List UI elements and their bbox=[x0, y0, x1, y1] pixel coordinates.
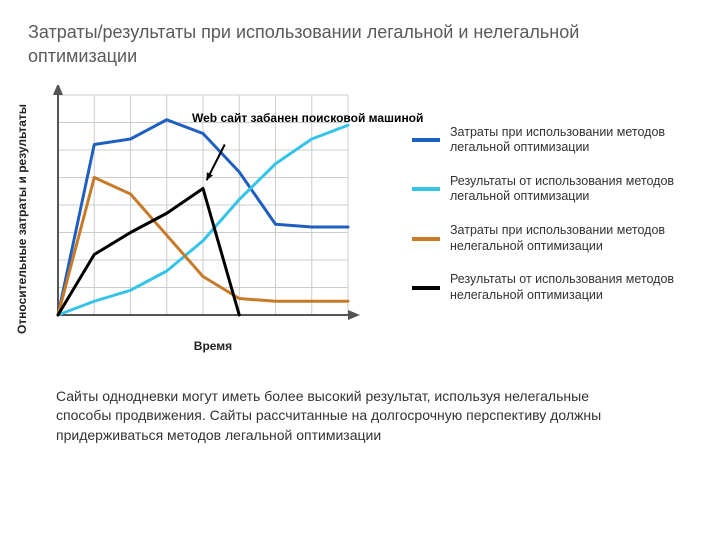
legend-item: Затраты при использовании методов нелега… bbox=[412, 223, 692, 254]
legend-item: Затраты при использовании методов легаль… bbox=[412, 125, 692, 156]
annotation-text: Web сайт забанен поисковой машиной bbox=[192, 111, 423, 125]
chart-container: Относительные затраты и результаты Web с… bbox=[28, 85, 398, 353]
legend-label: Затраты при использовании методов нелега… bbox=[450, 223, 692, 254]
x-axis-label: Время bbox=[28, 339, 398, 353]
legend-swatch bbox=[412, 138, 440, 142]
legend-label: Результаты от использования методов лега… bbox=[450, 174, 692, 205]
legend: Затраты при использовании методов легаль… bbox=[398, 85, 692, 322]
legend-swatch bbox=[412, 187, 440, 191]
legend-label: Затраты при использовании методов легаль… bbox=[450, 125, 692, 156]
page-title: Затраты/результаты при использовании лег… bbox=[28, 20, 692, 69]
bottom-text: Сайты однодневки могут иметь более высок… bbox=[28, 387, 692, 446]
legend-item: Результаты от использования методов неле… bbox=[412, 272, 692, 303]
legend-swatch bbox=[412, 286, 440, 290]
legend-label: Результаты от использования методов неле… bbox=[450, 272, 692, 303]
legend-item: Результаты от использования методов лега… bbox=[412, 174, 692, 205]
legend-swatch bbox=[412, 237, 440, 241]
y-axis-label: Относительные затраты и результаты bbox=[15, 104, 29, 334]
chart-row: Относительные затраты и результаты Web с… bbox=[28, 85, 692, 353]
